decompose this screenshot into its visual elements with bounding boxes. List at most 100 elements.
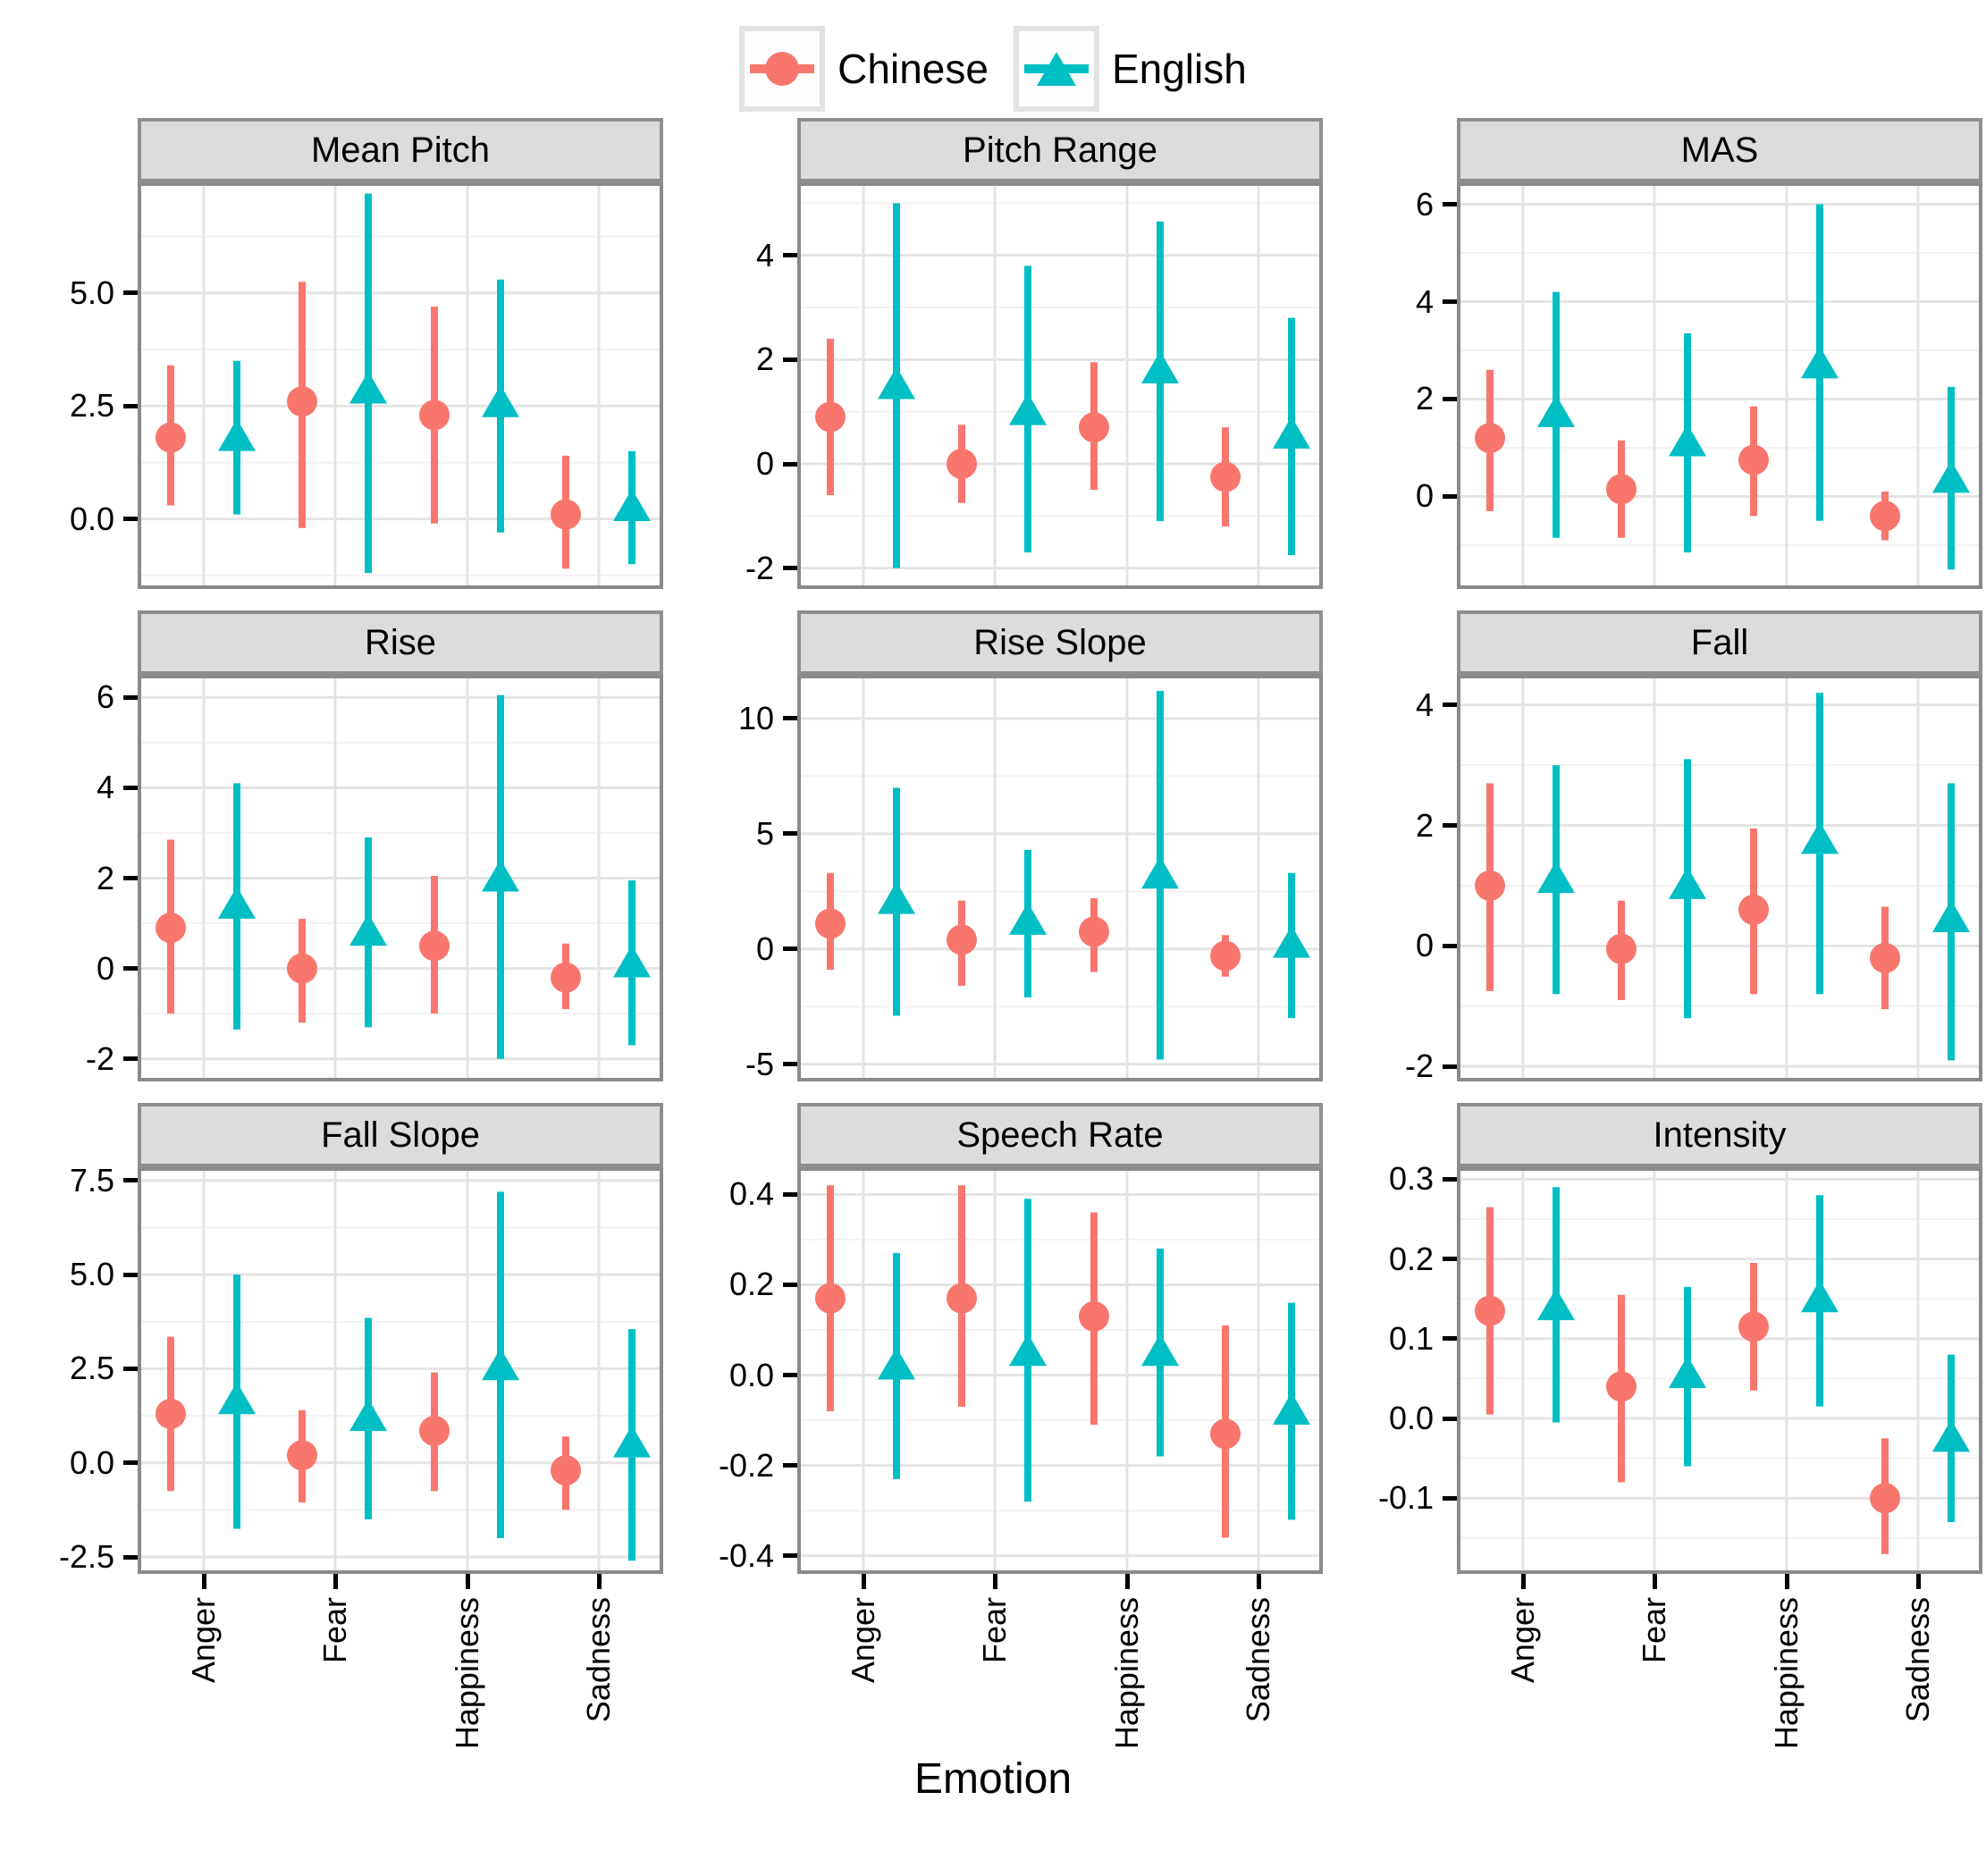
y-tick-mark xyxy=(123,1272,138,1277)
y-tick-mark xyxy=(1443,202,1457,207)
y-tick-mark xyxy=(1443,1416,1457,1421)
y-tick-mark xyxy=(123,290,138,296)
facet-title: MAS xyxy=(1680,130,1759,170)
y-tick-mark xyxy=(783,1191,797,1197)
x-tick-label-fear: Fear xyxy=(1636,1597,1672,1664)
x-tick-label-anger: Anger xyxy=(1504,1597,1541,1684)
circle-marker-icon xyxy=(1475,1295,1505,1326)
y-tick-label: 5 xyxy=(755,814,774,852)
pointrange-chinese-sadness xyxy=(551,455,581,569)
y-tick-mark xyxy=(1443,702,1457,708)
circle-marker-icon xyxy=(156,1398,186,1429)
facet-panel xyxy=(797,182,1323,589)
pointrange-chinese-fear xyxy=(1606,440,1637,538)
pointrange-english-fear xyxy=(1669,1286,1706,1467)
facet-body: 0 2 4 6 xyxy=(1323,182,1982,589)
pointrange-english-sadness xyxy=(1932,783,1970,1061)
facet-panel xyxy=(797,1167,1323,1574)
pointrange-english-happiness xyxy=(1141,221,1179,522)
y-tick-label: 0.2 xyxy=(728,1266,774,1303)
y-tick-mark xyxy=(783,461,797,467)
y-tick-label: 2 xyxy=(1415,806,1434,844)
circle-marker-icon xyxy=(947,924,977,955)
panel-border xyxy=(1457,675,1982,1081)
pointrange-english-happiness xyxy=(482,279,519,533)
facet-strip: Intensity xyxy=(1457,1103,1982,1167)
y-tick-label: 0.0 xyxy=(69,1443,114,1481)
y-tick-mark xyxy=(783,1282,797,1287)
y-tick-label: 10 xyxy=(737,699,774,736)
y-tick-label: 6 xyxy=(1415,185,1434,223)
triangle-marker-icon xyxy=(1801,1280,1839,1313)
circle-marker-icon xyxy=(1606,474,1637,505)
pointrange-chinese-happiness xyxy=(419,307,450,524)
circle-marker-icon xyxy=(419,930,450,962)
y-axis: 0.0 2.5 5.0 xyxy=(4,182,138,589)
x-tick-label-happiness: Happiness xyxy=(1108,1597,1145,1750)
pointrange-english-anger xyxy=(878,1253,915,1479)
y-tick-mark xyxy=(123,403,138,408)
pointrange-english-sadness xyxy=(1273,872,1310,1019)
y-tick-mark xyxy=(783,1062,797,1067)
facet-title: Fall Slope xyxy=(321,1115,480,1155)
triangle-marker-icon xyxy=(1932,1419,1970,1452)
facet-body: -5 0 5 10 xyxy=(663,675,1323,1081)
x-tick-label-anger: Anger xyxy=(845,1597,881,1684)
facet-title: Fall xyxy=(1690,623,1749,662)
y-tick-mark xyxy=(783,1463,797,1468)
y-tick-label: -0.1 xyxy=(1377,1479,1434,1517)
x-tick-label-sadness: Sadness xyxy=(580,1597,617,1723)
triangle-marker-icon xyxy=(1036,52,1076,86)
triangle-marker-icon xyxy=(1537,394,1575,427)
facet-body: -2 0 2 4 xyxy=(1323,675,1982,1084)
y-tick-label: 0 xyxy=(96,949,114,987)
facet-fall-slope: Fall Slope -2.5 0.0 2.5 5.0 7.5 Anger Fear Happi… xyxy=(4,1103,663,1749)
y-axis: -0.1 0.0 0.1 0.2 0.3 xyxy=(1323,1161,1457,1574)
y-tick-mark xyxy=(783,1373,797,1378)
legend-key-english xyxy=(1013,26,1099,112)
pointrange-english-happiness xyxy=(1141,691,1179,1060)
circle-marker-icon xyxy=(815,401,846,433)
circle-marker-icon xyxy=(287,386,317,417)
circle-marker-icon xyxy=(1475,423,1505,454)
pointrange-english-happiness xyxy=(1801,693,1839,995)
circle-marker-icon xyxy=(419,400,450,431)
pointrange-english-anger xyxy=(878,787,915,1016)
pointrange-chinese-fear xyxy=(287,282,317,528)
circle-marker-icon xyxy=(551,499,581,530)
pointrange-chinese-happiness xyxy=(1079,898,1109,972)
pointrange-english-happiness xyxy=(482,1191,519,1538)
circle-marker-icon xyxy=(1079,1300,1109,1332)
y-tick-mark xyxy=(1443,299,1457,304)
legend-item-chinese: Chinese xyxy=(739,26,989,112)
y-tick-label: -0.4 xyxy=(718,1536,774,1574)
triangle-marker-icon xyxy=(613,1425,651,1458)
pointrange-chinese-happiness xyxy=(1079,1212,1109,1426)
facet-title: Rise Slope xyxy=(973,623,1147,662)
circle-marker-icon xyxy=(1738,1311,1769,1342)
y-tick-label: 5.0 xyxy=(69,273,114,311)
pointrange-english-fear xyxy=(1009,265,1047,553)
pointrange-english-fear xyxy=(1669,759,1706,1019)
facet-title: Speech Rate xyxy=(956,1115,1164,1155)
circle-marker-icon xyxy=(947,1283,977,1314)
triangle-marker-icon xyxy=(1669,1355,1706,1388)
x-axis: Anger Fear Happiness Sadness xyxy=(4,1574,663,1749)
pointrange-chinese-sadness xyxy=(551,1436,581,1510)
pointrange-chinese-sadness xyxy=(1210,935,1241,977)
pointrange-chinese-happiness xyxy=(1079,362,1109,491)
triangle-marker-icon xyxy=(1141,1333,1179,1367)
pointrange-english-fear xyxy=(349,193,387,574)
facet-intensity: Intensity -0.1 0.0 0.1 0.2 0.3 Anger Fear Happin… xyxy=(1323,1103,1982,1749)
circle-marker-icon xyxy=(1870,1483,1900,1514)
triangle-marker-icon xyxy=(613,945,651,978)
x-tick-mark xyxy=(861,1574,866,1589)
circle-marker-icon xyxy=(551,1455,581,1486)
y-tick-label: 0 xyxy=(755,930,774,967)
x-tick-mark xyxy=(1520,1574,1526,1589)
circle-marker-icon xyxy=(765,52,800,86)
y-tick-mark xyxy=(123,517,138,522)
triangle-marker-icon xyxy=(1669,866,1706,899)
legend-key-chinese xyxy=(739,26,826,112)
